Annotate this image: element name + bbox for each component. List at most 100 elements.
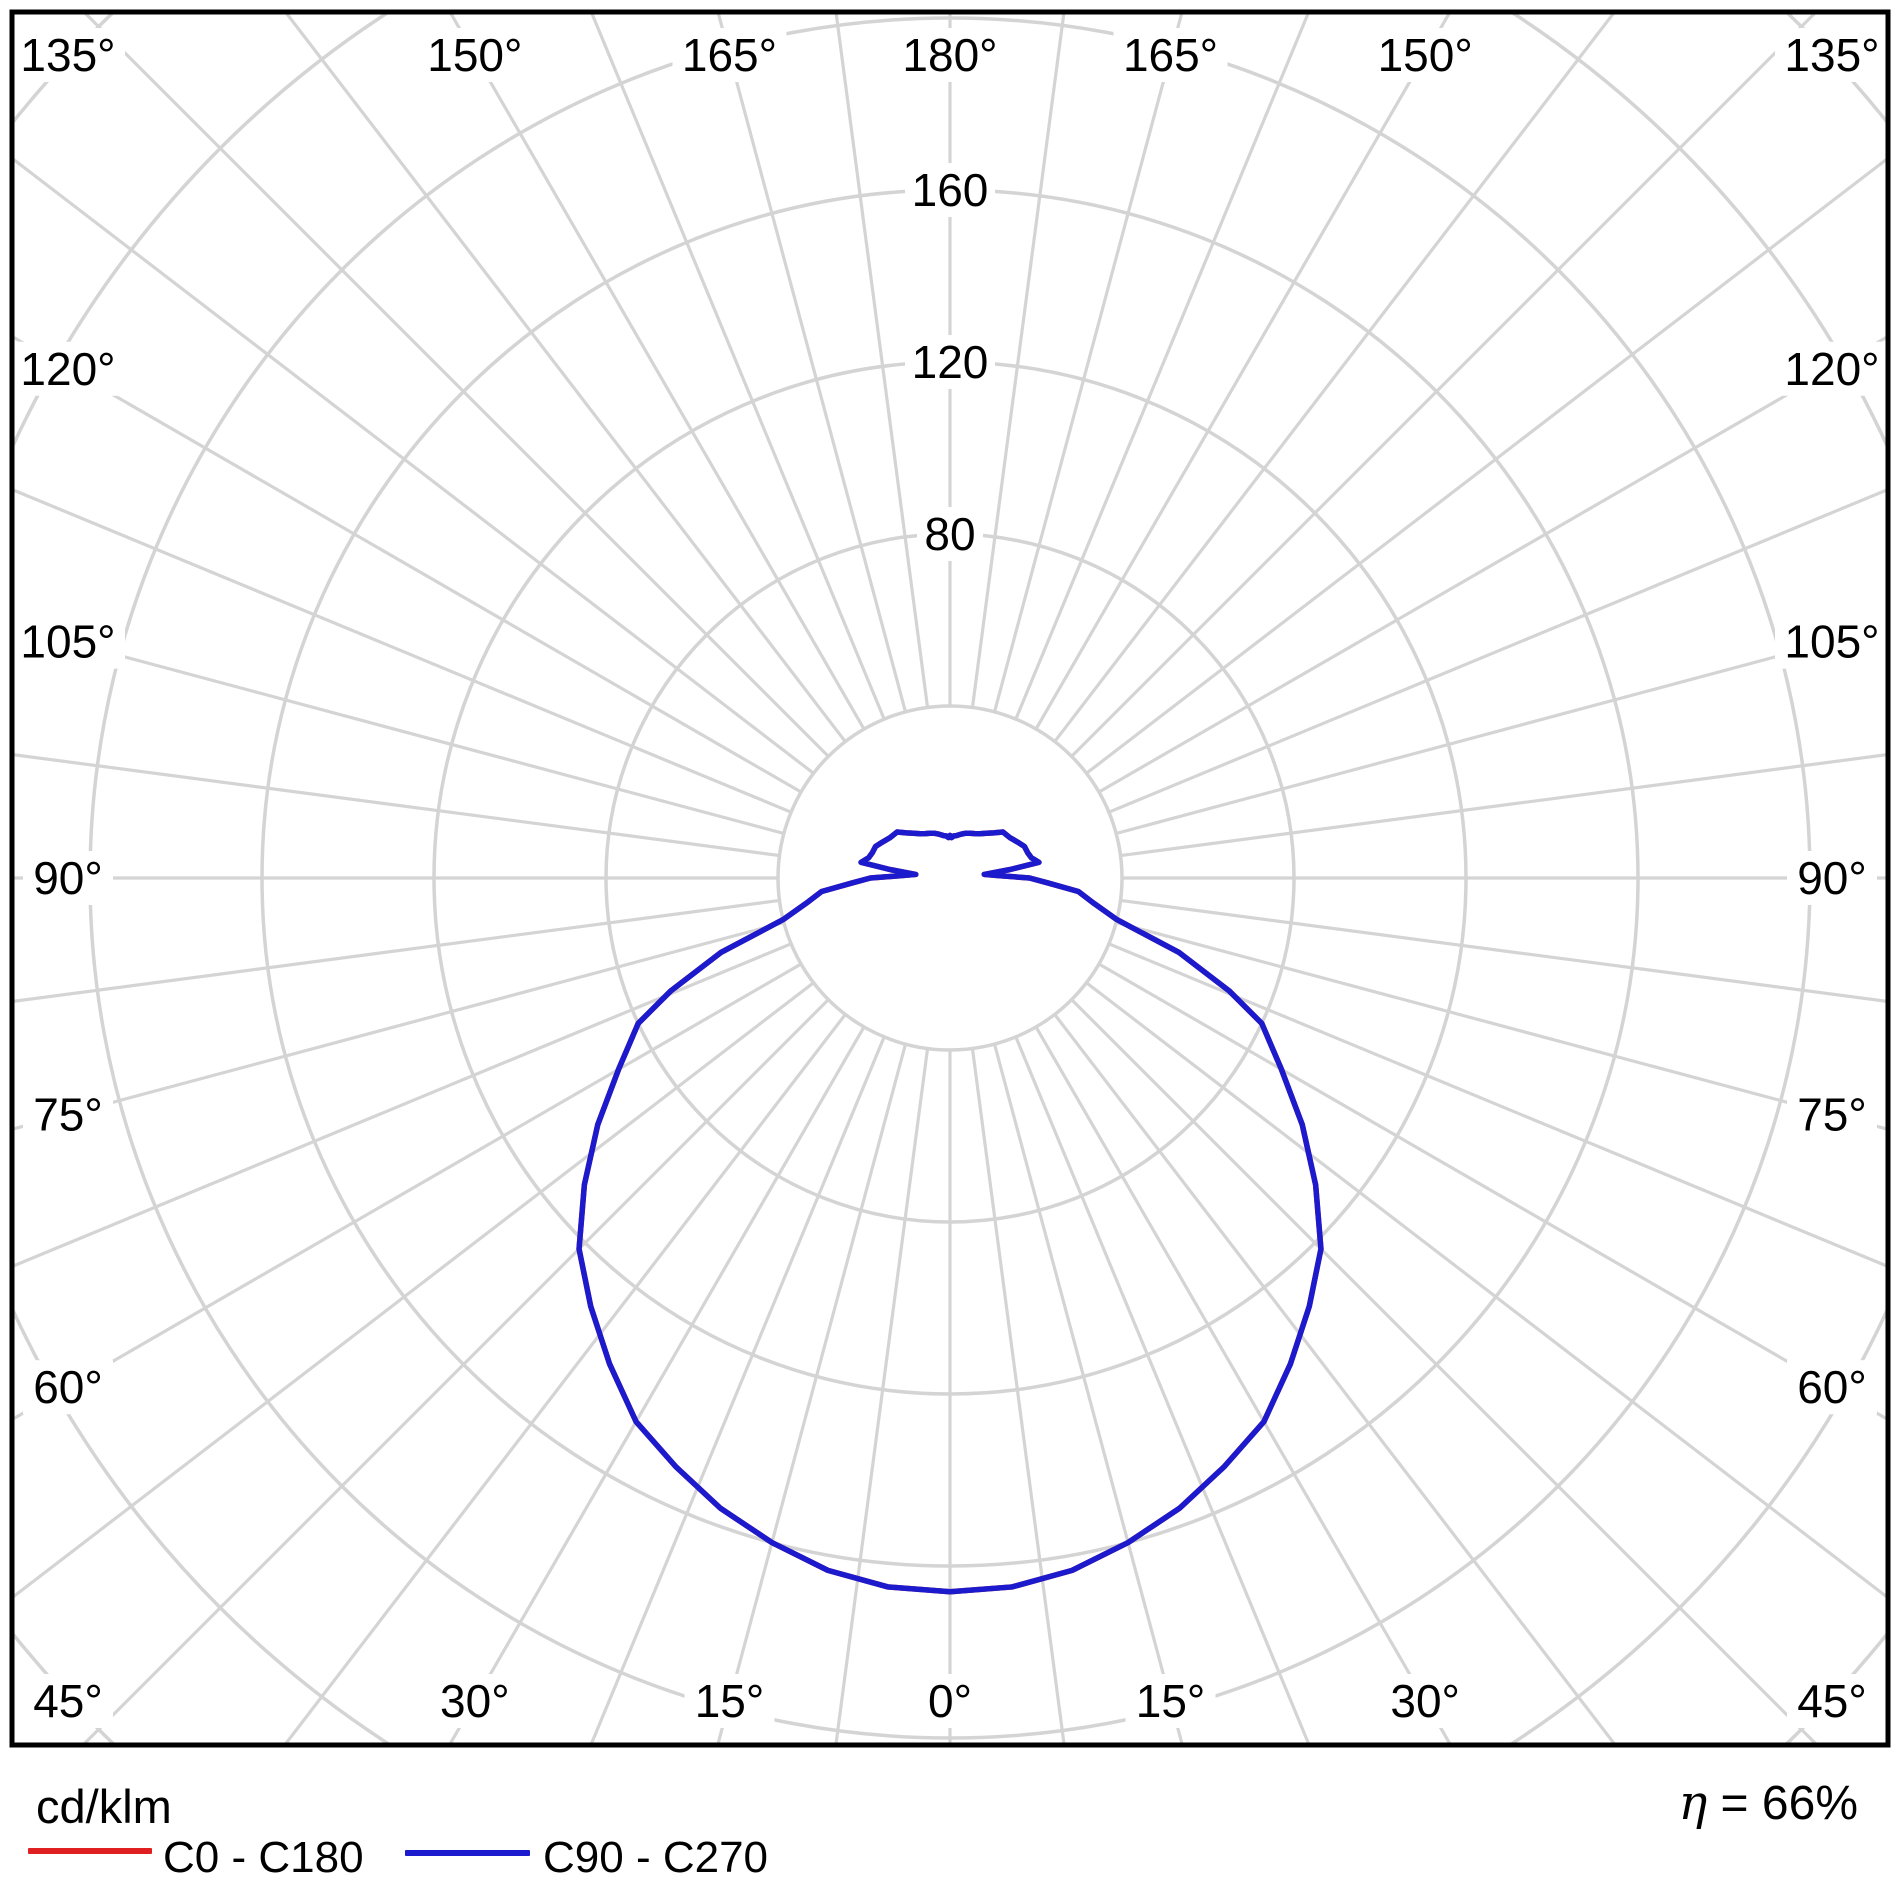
angle-label: 45° (33, 1675, 103, 1727)
grid-spoke (12, 981, 815, 1600)
grid-spoke (1053, 12, 1617, 743)
angle-label-bg (1775, 341, 1889, 396)
angle-label: 150° (427, 29, 522, 81)
efficiency-value: = 66% (1707, 1777, 1858, 1830)
grid-spoke (1014, 12, 1311, 720)
angle-label-bg (1787, 851, 1877, 905)
legend-label-c90-c270: C90 - C270 (543, 1833, 769, 1882)
grid-spoke (970, 1048, 1066, 1745)
grid-spoke (80, 998, 830, 1745)
angle-label-bg (684, 1674, 775, 1728)
angle-label: 90° (1797, 852, 1867, 904)
angle-label-bg (893, 28, 1007, 82)
angle-label: 75° (1797, 1088, 1867, 1140)
grid-spoke (1115, 920, 1888, 1131)
angle-label-bg (11, 28, 125, 82)
grid-spoke (12, 625, 785, 836)
angle-label: 165° (1123, 29, 1218, 81)
angle-label-bg (417, 28, 532, 82)
grid-spoke (1034, 12, 1452, 730)
grid-spoke (589, 12, 886, 720)
angle-label: 45° (1797, 1675, 1867, 1727)
angle-label-bg (1380, 1674, 1471, 1728)
radial-tick-label: 80 (924, 508, 975, 560)
radial-tick-label: 160 (912, 164, 989, 216)
grid-spoke (1034, 1026, 1453, 1745)
angle-label-bg (672, 28, 787, 82)
angle-label-bg (1775, 614, 1889, 669)
grid-spoke (12, 487, 792, 814)
grid-spoke (1120, 898, 1888, 1004)
angle-label: 150° (1378, 29, 1473, 81)
legend-swatch-c0-c180 (28, 1848, 152, 1854)
grid-spoke (283, 12, 847, 743)
angle-label: 135° (20, 29, 115, 81)
grid-spoke (12, 942, 792, 1269)
angle-label-bg (1787, 1087, 1877, 1142)
angle-label: 60° (1797, 1361, 1867, 1413)
angle-label: 30° (1390, 1675, 1460, 1727)
grid-spoke (589, 1036, 886, 1745)
angle-label-bg (23, 1360, 113, 1415)
grid-spoke (1120, 752, 1888, 858)
grid-spoke (12, 156, 815, 775)
grid-spoke (1070, 998, 1820, 1745)
radial-tick-label-bg (917, 507, 983, 561)
angle-label: 135° (1784, 29, 1879, 81)
grid-spoke (12, 898, 780, 1004)
grid-spoke (12, 752, 780, 858)
grid-spoke (1085, 981, 1888, 1600)
grid-spoke (1108, 942, 1888, 1269)
angle-label-bg (1775, 28, 1889, 82)
radial-tick-label-bg (905, 335, 995, 389)
grid-spoke (447, 1026, 866, 1745)
angle-label-bg (1113, 28, 1228, 82)
angle-label: 105° (1784, 616, 1879, 668)
angle-label: 90° (33, 852, 103, 904)
grid-spoke (1053, 1013, 1618, 1745)
angle-label-bg (1787, 1674, 1877, 1728)
grid-spoke (1070, 12, 1819, 758)
grid-spoke (282, 1013, 847, 1745)
grid-spoke (12, 334, 802, 794)
angle-label: 120° (20, 343, 115, 395)
grid-spoke (716, 1043, 908, 1745)
grid-spoke (1098, 334, 1888, 794)
angle-label: 75° (33, 1088, 103, 1140)
grid-spoke (1085, 156, 1888, 775)
angle-label-bg (11, 341, 125, 396)
eta-symbol: η (1678, 1775, 1708, 1831)
angle-label-bg (429, 1674, 520, 1728)
radial-tick-label-bg (905, 163, 995, 217)
grid-spoke (81, 12, 830, 758)
angle-label: 0° (928, 1675, 972, 1727)
series-c90-c270 (576, 829, 1324, 1595)
angle-label: 105° (20, 616, 115, 668)
grid-spoke (970, 12, 1066, 708)
grid-spoke (12, 962, 802, 1422)
angle-label-bg (1787, 1360, 1877, 1415)
angle-label: 120° (1784, 343, 1879, 395)
grid-spoke (1098, 962, 1888, 1422)
angle-label: 15° (695, 1675, 765, 1727)
angle-label: 180° (902, 29, 997, 81)
angle-label-bg (23, 1087, 113, 1142)
angle-label: 30° (440, 1675, 510, 1727)
plot-border (9, 9, 1891, 1748)
legend-swatch-c90-c270 (405, 1850, 530, 1856)
angle-label-bg (1125, 1674, 1216, 1728)
grid-spoke (12, 920, 785, 1131)
angle-label-bg (23, 851, 113, 905)
grid-ring (776, 704, 1124, 1052)
angle-label: 15° (1136, 1675, 1206, 1727)
legend-label-c0-c180: C0 - C180 (163, 1833, 364, 1882)
grid-spoke (448, 12, 866, 730)
angle-label-bg (11, 614, 125, 669)
angle-label: 60° (33, 1361, 103, 1413)
angle-label-bg (917, 1674, 983, 1728)
grid-spoke (1115, 625, 1888, 836)
grid-spoke (834, 12, 930, 708)
